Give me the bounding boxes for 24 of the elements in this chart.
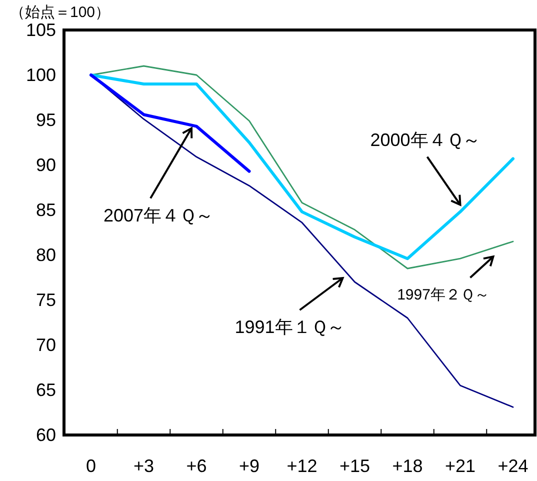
y-tick-label: 105: [26, 20, 56, 40]
x-tick-label: +9: [238, 456, 260, 476]
series-label: 1991年１Ｑ～: [234, 317, 345, 337]
y-tick-label: 65: [36, 380, 56, 400]
x-tick-label: +6: [186, 456, 207, 476]
y-tick-label: 60: [36, 425, 56, 445]
x-tick-label: +15: [339, 456, 370, 476]
y-tick-label: 85: [36, 200, 56, 220]
y-tick-label: 80: [36, 245, 56, 265]
x-tick-label: +3: [133, 456, 154, 476]
series-label: 2000年４Ｑ～: [370, 130, 480, 150]
series-label: 1997年２Ｑ～: [397, 286, 490, 304]
y-axis-title: （始点＝100）: [10, 4, 110, 21]
y-tick-label: 75: [36, 290, 56, 310]
x-tick-label: +12: [286, 456, 318, 476]
y-tick-label: 90: [36, 155, 56, 175]
x-tick-label: 0: [86, 456, 96, 476]
y-tick-label: 100: [26, 65, 56, 85]
x-tick-label: +24: [498, 456, 528, 476]
x-tick-label: +18: [392, 456, 423, 476]
line-series: [90, 74, 251, 173]
x-tick-label: +21: [444, 456, 476, 476]
y-tick-label: 95: [36, 110, 56, 130]
y-tick-label: 70: [36, 335, 56, 355]
